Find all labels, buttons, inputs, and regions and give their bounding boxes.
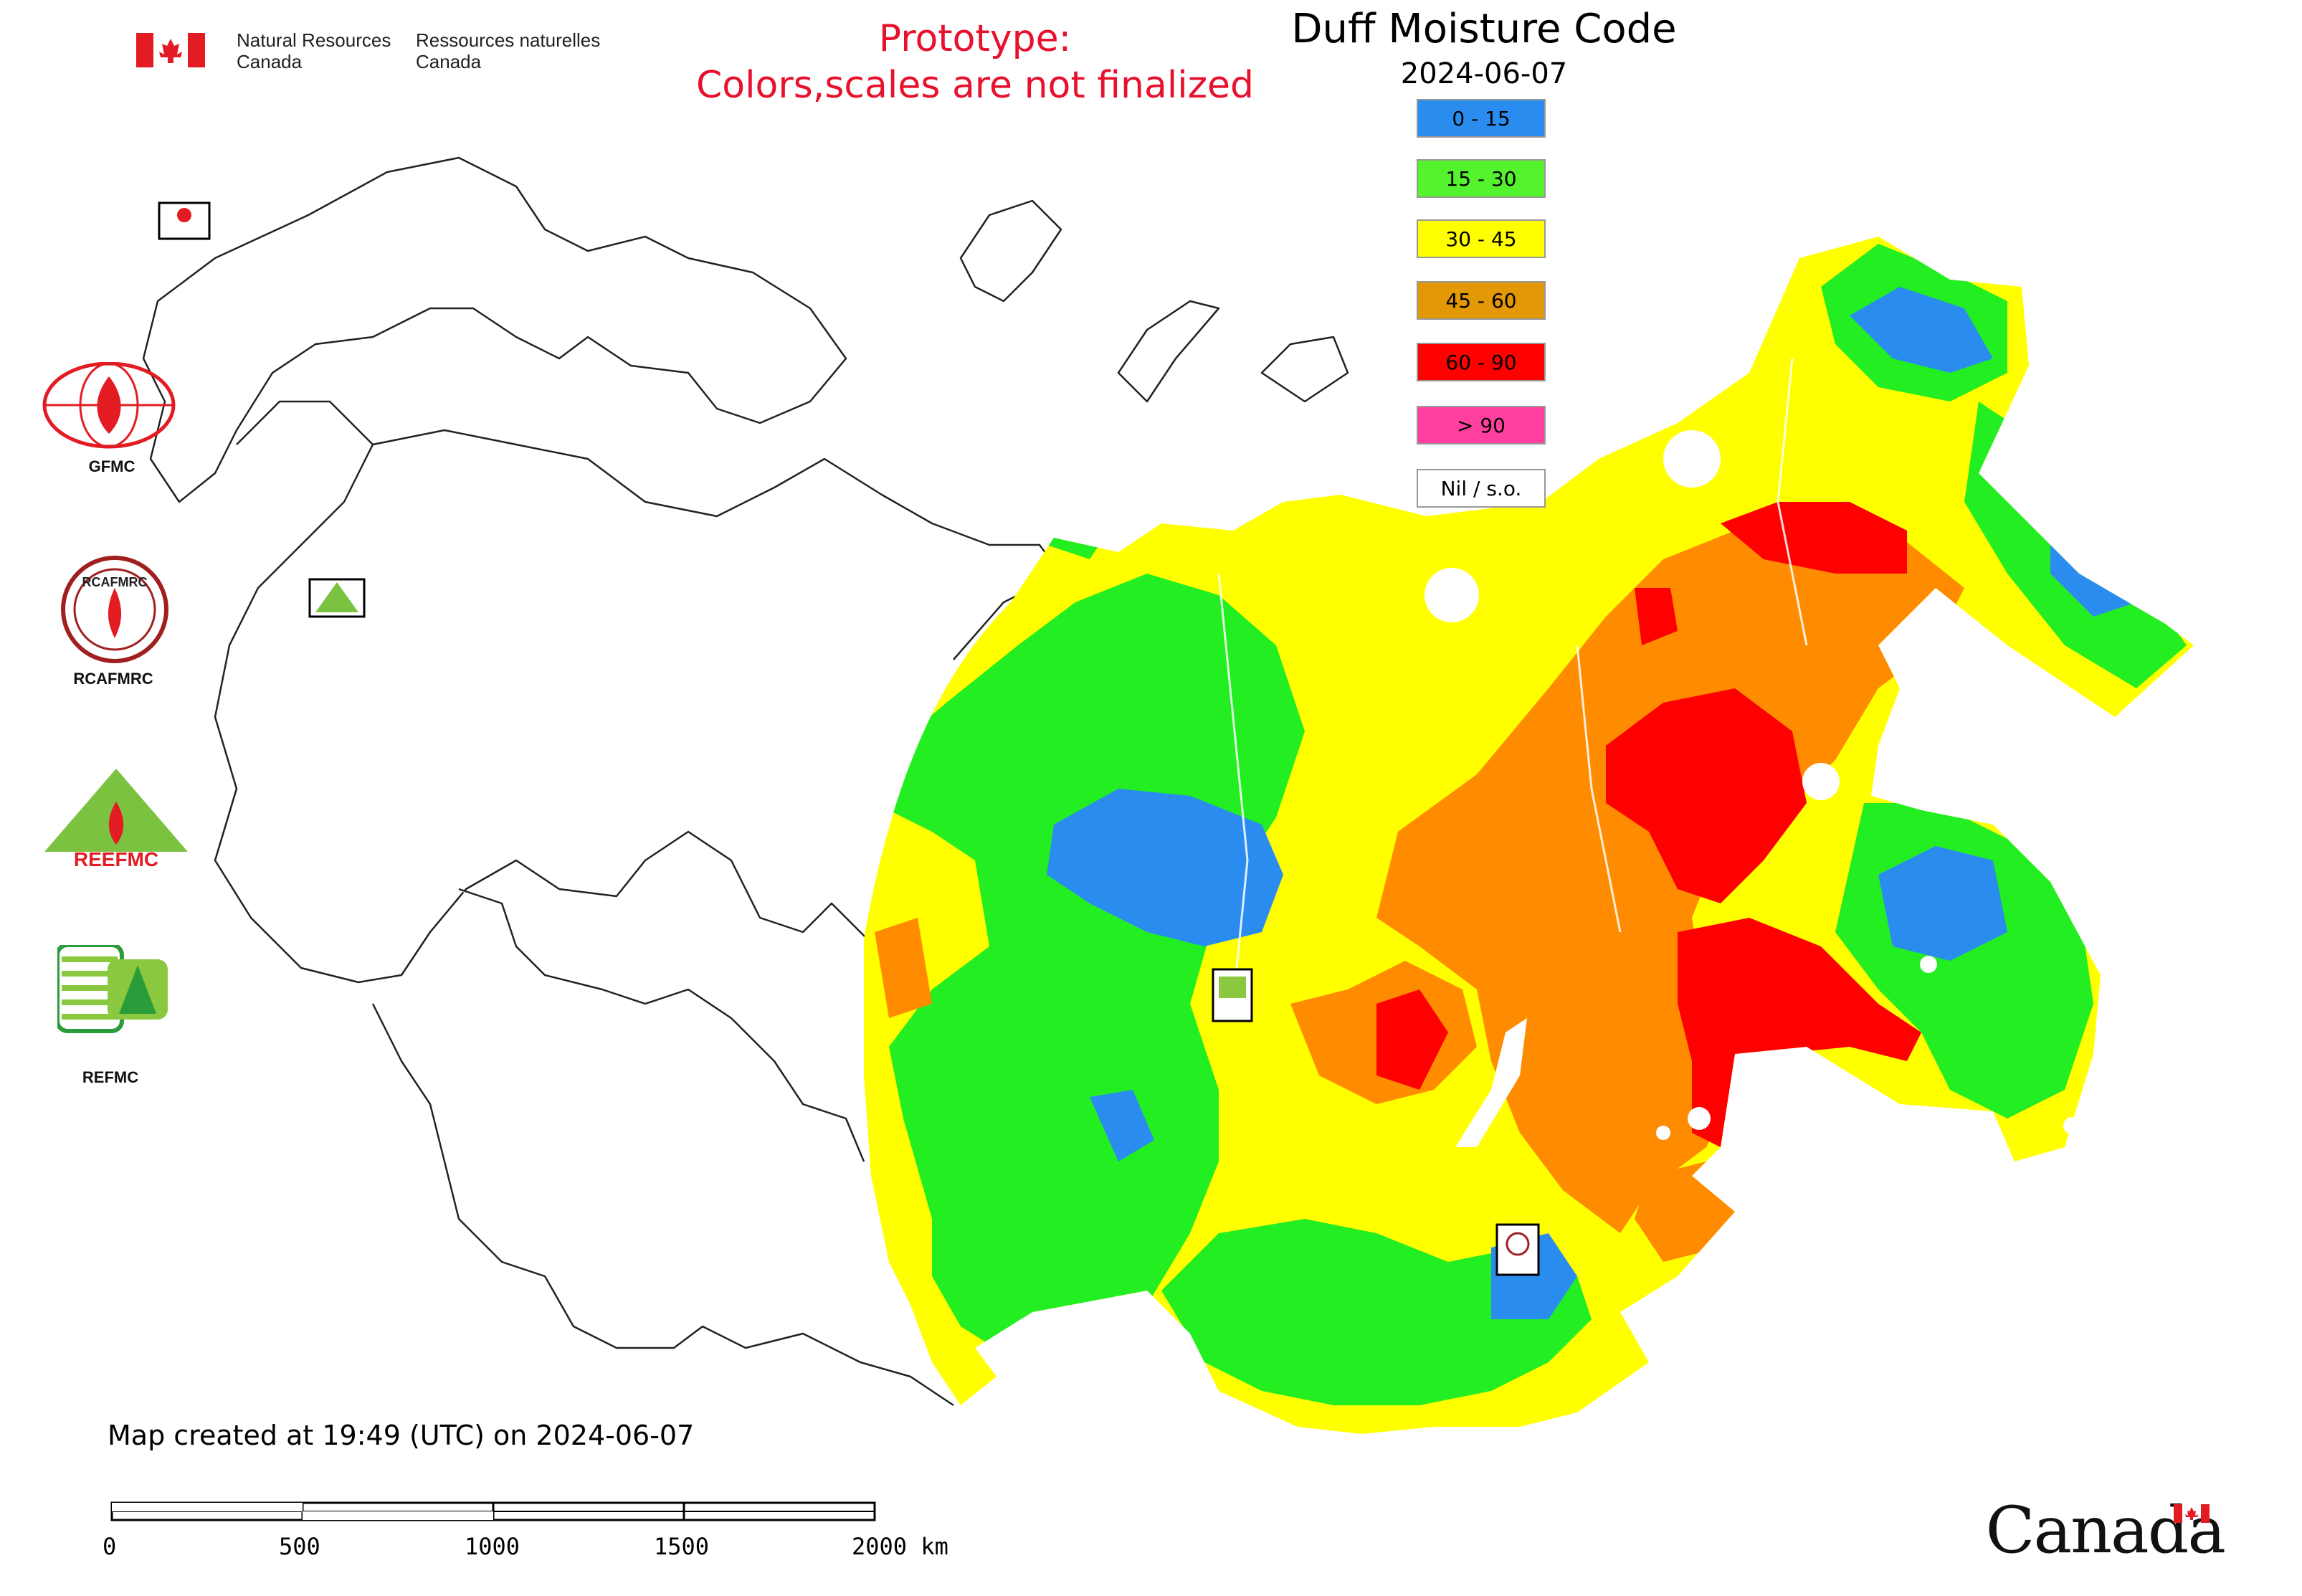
map-marker-rcafmrc: [1495, 1223, 1540, 1276]
canada-flag-icon: [136, 33, 205, 67]
legend-label: 15 - 30: [1445, 166, 1517, 191]
wordmark-flag-icon: [2174, 1504, 2210, 1523]
caspian-outline: [371, 1003, 954, 1407]
legend-label: > 90: [1457, 413, 1506, 437]
russia-west-outline: [372, 429, 1062, 660]
refmc-label: REFMC: [82, 1068, 139, 1086]
gfmc-logo: [42, 361, 185, 462]
legend-label: 0 - 15: [1452, 106, 1511, 130]
arctic-islands-outline: [959, 199, 1062, 303]
country-outlines: [142, 156, 1349, 1407]
refmc-logo: [55, 943, 172, 1038]
legend-item: 15 - 30: [1417, 159, 1546, 198]
map-marker-gfmc: [158, 201, 211, 240]
agency-fr-line1: Ressources naturelles: [416, 29, 601, 51]
legend-item: Nil / s.o.: [1417, 469, 1546, 508]
prototype-notice: Prototype: Colors,scales are not finaliz…: [645, 16, 1305, 109]
scale-label-1000: 1000: [465, 1533, 520, 1560]
reefmc-logo-text: REEFMC: [74, 848, 158, 870]
dmc-raster: [864, 237, 2194, 1434]
map-created-note: Map created at 19:49 (UTC) on 2024-06-07: [108, 1420, 695, 1451]
rcafmrc-ring-text: RCAFMRC: [82, 575, 148, 589]
prototype-line2: Colors,scales are not finalized: [695, 64, 1255, 107]
legend-item: 0 - 15: [1417, 99, 1546, 138]
map-marker-reefmc: [308, 578, 366, 618]
legend-item: > 90: [1417, 406, 1546, 445]
canada-wordmark-text: Canada: [1985, 1493, 2226, 1568]
scale-label-0: 0: [103, 1533, 117, 1560]
kazakh-outline: [458, 888, 865, 1162]
map-title: Duff Moisture Code: [1291, 6, 1677, 52]
legend-label: 60 - 90: [1445, 350, 1517, 374]
taymyr-islands-outline: [1260, 336, 1349, 403]
agency-en-line1: Natural Resources: [237, 29, 391, 51]
legend-label: 30 - 45: [1445, 227, 1517, 251]
agency-fr-line2: Canada: [416, 50, 482, 72]
reefmc-logo: REEFMC: [37, 766, 195, 873]
canada-wordmark: Canada: [1985, 1493, 2226, 1568]
prototype-line1: Prototype:: [878, 17, 1072, 60]
scale-label-500: 500: [279, 1533, 320, 1560]
scale-bar: [110, 1501, 876, 1521]
legend-label: Nil / s.o.: [1440, 476, 1522, 500]
legend-item: 30 - 45: [1417, 219, 1546, 258]
rcafmrc-label: RCAFMRC: [73, 670, 153, 688]
rcafmrc-logo: RCAFMRC: [57, 552, 172, 667]
novaya-zemlya-outline: [1117, 300, 1220, 403]
map-date: 2024-06-07: [1400, 57, 1568, 90]
map-marker-refmc: [1212, 968, 1253, 1022]
gfmc-label: GFMC: [88, 457, 135, 475]
legend-item: 60 - 90: [1417, 343, 1546, 381]
scale-label-1500: 1500: [654, 1533, 710, 1560]
scale-label-2000: 2000 km: [852, 1533, 948, 1560]
legend-item: 45 - 60: [1417, 281, 1546, 320]
legend-label: 45 - 60: [1445, 288, 1517, 313]
agency-en-line2: Canada: [237, 50, 303, 72]
scandinavia-outline: [142, 156, 847, 503]
eastern-europe-outline: [214, 400, 868, 984]
